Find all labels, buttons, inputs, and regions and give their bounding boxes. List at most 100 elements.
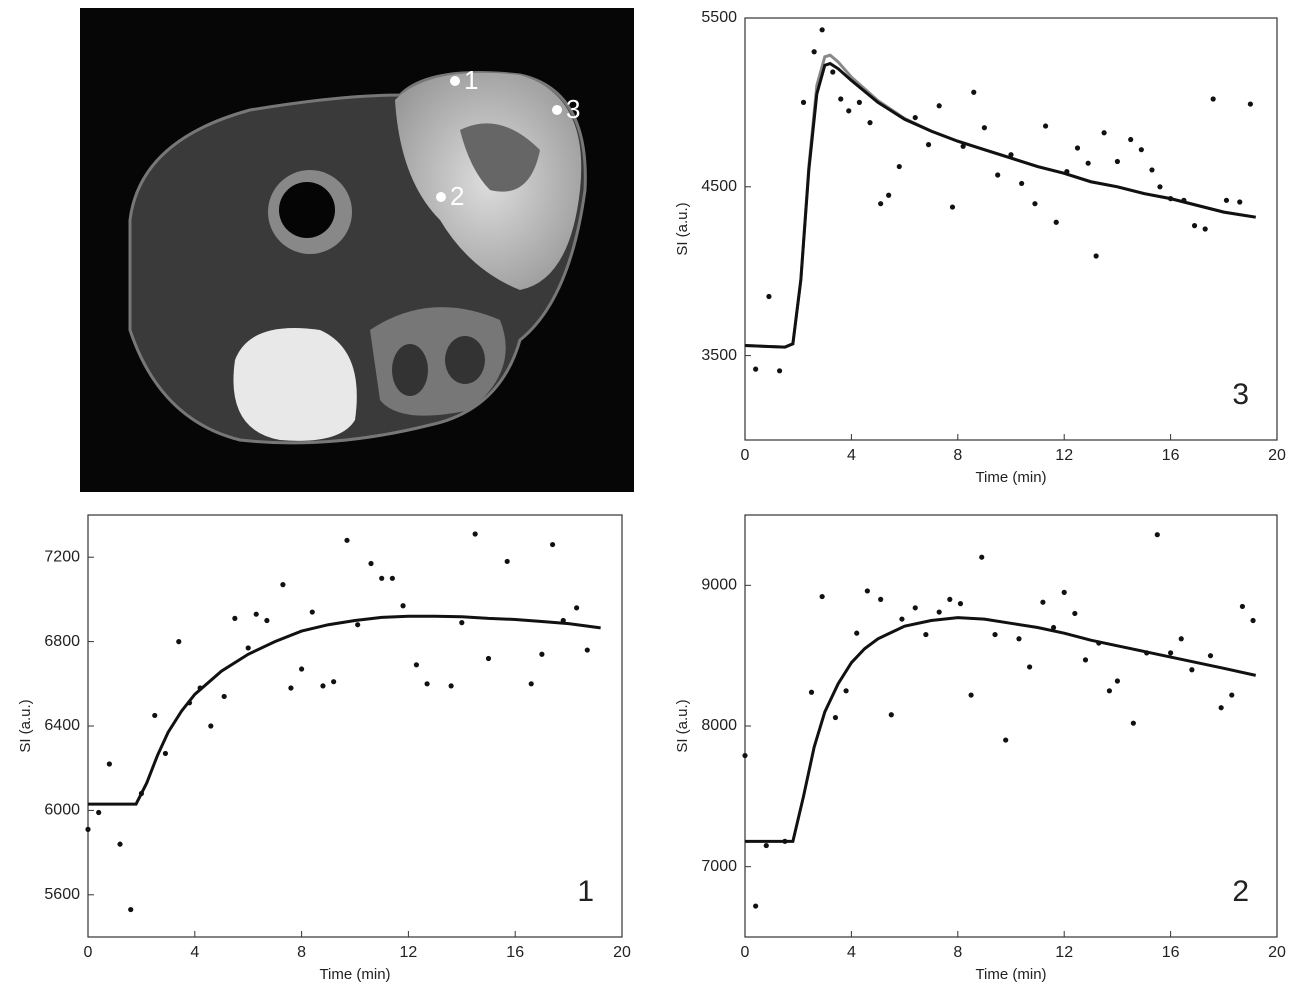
x-tick-label: 8 — [953, 944, 962, 961]
data-point — [344, 537, 350, 543]
data-point — [1218, 705, 1224, 711]
y-tick-label: 6000 — [44, 802, 80, 819]
data-point — [1106, 688, 1113, 694]
data-point — [459, 620, 465, 626]
data-point — [912, 114, 918, 121]
x-tick-label: 16 — [1162, 447, 1180, 464]
data-point — [331, 679, 337, 685]
marrow — [392, 344, 428, 396]
x-tick-label: 12 — [1055, 944, 1073, 961]
x-tick-label: 8 — [953, 447, 962, 464]
chart: 0 4 8 12 16 20 5600 6000 6400 6800 7200 Time (min) S… — [17, 514, 631, 983]
data-point — [1237, 199, 1243, 205]
data-point — [925, 142, 932, 148]
x-tick-label: 20 — [613, 944, 631, 961]
data-point — [245, 645, 251, 651]
data-point — [1178, 636, 1184, 642]
x-tick-label: 4 — [847, 944, 856, 961]
y-tick-label: 6800 — [44, 633, 80, 650]
mri-image: 1 2 3 — [80, 8, 634, 492]
data-point — [574, 605, 580, 611]
data-point — [1032, 201, 1038, 207]
x-tick-label: 4 — [190, 944, 199, 961]
data-point — [221, 693, 227, 700]
x-tick-label: 20 — [1268, 447, 1286, 464]
data-point — [947, 596, 953, 603]
data-point — [960, 143, 966, 149]
data-point — [1223, 197, 1230, 203]
data-point — [1189, 667, 1195, 673]
data-point — [763, 842, 769, 849]
data-point — [355, 622, 361, 628]
data-point — [1247, 101, 1253, 107]
data-point — [742, 752, 748, 759]
data-point — [1114, 158, 1120, 165]
x-tick-label: 0 — [741, 944, 750, 961]
x-tick-label: 16 — [1162, 944, 1180, 961]
data-point — [981, 125, 988, 131]
axes-box — [744, 17, 1278, 441]
data-point — [264, 617, 270, 624]
bright-region — [233, 328, 357, 441]
data-point — [186, 700, 193, 706]
data-point — [320, 683, 326, 689]
data-point — [389, 575, 395, 581]
data-point — [208, 723, 214, 729]
data-point — [800, 99, 807, 105]
data-point — [864, 588, 870, 594]
x-tick-label: 20 — [1268, 944, 1286, 961]
data-point — [280, 582, 286, 588]
data-point — [232, 615, 238, 621]
data-point — [1210, 96, 1216, 102]
data-point — [253, 611, 259, 617]
data-point — [878, 596, 884, 603]
data-point — [1101, 130, 1107, 136]
panel-label: 2 — [1232, 875, 1249, 908]
data-point — [936, 103, 942, 109]
data-point — [1093, 253, 1099, 259]
data-point — [1050, 624, 1057, 631]
data-point — [584, 647, 590, 653]
chart: 0 4 8 12 16 20 3500 4500 5500 Time (min) SI (a.u.)… — [674, 9, 1286, 486]
data-point — [504, 558, 510, 565]
data-point — [832, 714, 839, 721]
fit-line — [88, 614, 601, 806]
data-point — [888, 712, 894, 718]
data-point — [1008, 152, 1014, 158]
data-point — [1239, 603, 1246, 610]
y-axis-label: SI (a.u.) — [674, 699, 691, 752]
data-point — [1144, 650, 1150, 656]
axes-box — [744, 514, 1278, 938]
data-point — [117, 841, 123, 847]
data-point — [838, 96, 844, 102]
data-point — [400, 603, 406, 609]
data-point — [843, 688, 849, 694]
data-point — [878, 201, 884, 207]
data-point — [819, 593, 825, 600]
data-point — [85, 826, 91, 832]
data-point — [949, 204, 956, 210]
data-point — [299, 666, 305, 672]
panel-label: 1 — [577, 875, 594, 908]
data-point — [808, 689, 815, 695]
roi-dot — [436, 192, 446, 202]
data-point — [1130, 720, 1136, 726]
panel-label: 3 — [1232, 378, 1249, 411]
y-tick-label: 7200 — [44, 548, 80, 565]
data-point — [1096, 640, 1102, 646]
data-point — [1082, 657, 1089, 663]
data-point — [176, 639, 182, 645]
data-point — [1042, 123, 1049, 129]
y-tick-label: 3500 — [701, 347, 737, 364]
x-tick-label: 0 — [741, 447, 750, 464]
data-point — [923, 631, 929, 638]
data-point — [560, 617, 566, 624]
data-point — [1191, 223, 1198, 229]
vessel — [279, 182, 335, 238]
data-point — [1016, 636, 1022, 642]
data-point — [766, 293, 772, 300]
data-point — [1202, 226, 1208, 232]
y-axis-label: SI (a.u.) — [17, 699, 34, 752]
data-point — [549, 541, 556, 548]
muscle-dark — [460, 123, 540, 192]
